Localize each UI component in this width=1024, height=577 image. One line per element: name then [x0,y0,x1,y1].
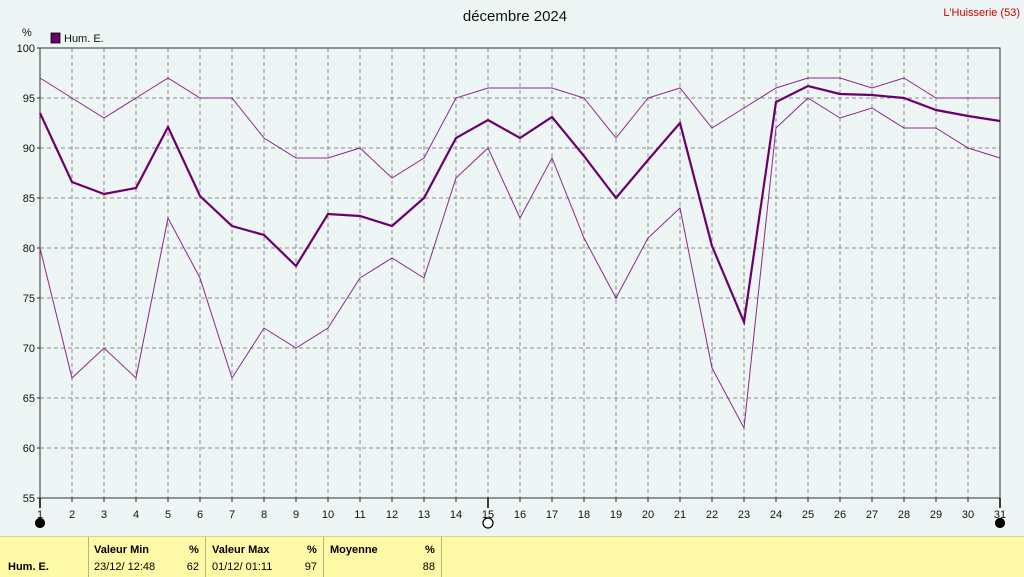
y-tick-label: 55 [23,493,35,505]
stats-max-label: Valeur Max [212,544,270,556]
x-tick-label: 26 [834,509,846,521]
x-tick-label: 23 [738,509,750,521]
x-tick-label: 17 [546,509,558,521]
x-tick-label: 7 [229,509,235,521]
x-tick-label: 16 [514,509,526,521]
series-line-mean [39,84,1001,327]
x-tick-label: 5 [165,509,171,521]
stats-min-value: 62 [186,561,199,573]
x-tick-label: 13 [418,509,430,521]
x-tick-label: 25 [802,509,814,521]
x-marker-filled-circle [34,517,46,529]
y-tick-label: 60 [23,443,35,455]
legend-label: Hum. E. [64,33,104,45]
stats-separator [88,537,89,577]
x-tick-label: 1 [37,509,43,521]
x-tick-label: 19 [610,509,622,521]
x-marker-filled-circle [994,517,1006,529]
x-tick-label: 22 [706,509,718,521]
stats-min-cell: Valeur Min % 23/12/ 12:48 62 [89,537,205,577]
stats-avg-label: Moyenne [330,544,378,556]
stats-separator [441,537,442,577]
x-tick-label: 15 [482,509,494,521]
y-tick-label: 70 [23,343,35,355]
x-tick-label: 30 [962,509,974,521]
chart-title: décembre 2024 [463,8,567,25]
series-line-max [39,77,1000,179]
y-axis-unit: % [22,27,32,39]
stats-separator [205,537,206,577]
stats-max-cell: Valeur Max % 01/12/ 01:11 97 [206,537,323,577]
stats-separator [323,537,324,577]
stats-min-label: Valeur Min [94,544,150,556]
stats-row-label: Hum. E. [8,561,49,573]
stats-max-value: 97 [304,561,317,573]
x-tick-label: 24 [770,509,782,521]
stats-avg-value: 88 [422,561,435,573]
y-tick-label: 90 [23,143,35,155]
x-tick-label: 27 [866,509,878,521]
y-tick-label: 75 [23,293,35,305]
x-tick-label: 21 [674,509,686,521]
x-marker-open-circle [482,517,494,529]
legend-swatch [50,32,61,44]
x-tick-label: 3 [101,509,107,521]
x-tick-label: 10 [322,509,334,521]
stats-row-label-cell: Hum. E. [8,537,88,577]
location-label: L'Huisserie (53) [943,7,1020,19]
x-tick-label: 31 [994,509,1006,521]
x-tick-label: 11 [354,509,365,521]
stats-max-date: 01/12/ 01:11 [212,561,273,573]
y-tick-label: 95 [23,93,35,105]
y-tick-label: 85 [23,193,35,205]
x-tick-label: 9 [293,509,299,521]
x-tick-label: 29 [930,509,942,521]
x-tick-label: 4 [133,509,139,521]
x-tick-label: 2 [69,509,75,521]
x-tick-label: 12 [386,509,398,521]
stats-avg-unit: % [425,544,435,556]
x-tick-label: 8 [261,509,267,521]
stats-min-date: 23/12/ 12:48 [94,561,156,573]
x-tick-label: 18 [578,509,590,521]
series-line-min [39,97,1001,430]
y-tick-label: 100 [17,43,35,55]
x-tick-label: 28 [898,509,910,521]
stats-max-unit: % [307,544,317,556]
y-tick-label: 80 [23,243,35,255]
x-tick-label: 6 [197,509,203,521]
y-tick-label: 65 [23,393,35,405]
stats-panel: Hum. E. Valeur Min % 23/12/ 12:48 62 Val… [0,536,1024,577]
x-tick-label: 20 [642,509,654,521]
stats-avg-cell: Moyenne % 88 [324,537,441,577]
x-tick-label: 14 [450,509,462,521]
stats-min-unit: % [189,544,199,556]
